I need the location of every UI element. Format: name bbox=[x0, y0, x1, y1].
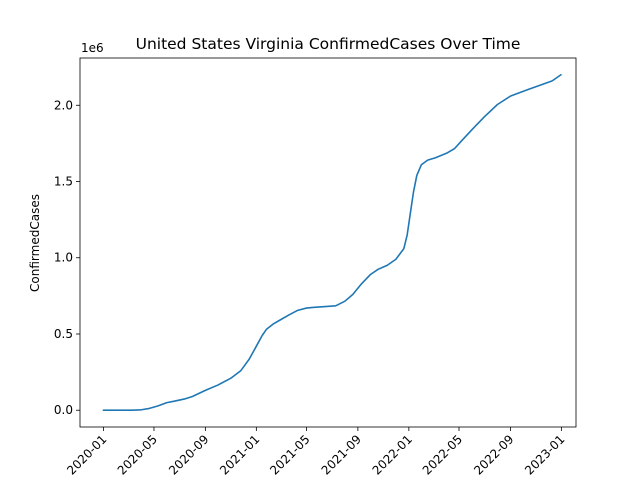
y-tick-label: 2.0 bbox=[54, 98, 73, 112]
y-axis-label: ConfirmedCases bbox=[28, 194, 42, 292]
x-tick-label: 2023-01 bbox=[522, 432, 567, 477]
y-tick-label: 0.0 bbox=[54, 403, 73, 417]
x-tick-label: 2022-05 bbox=[420, 432, 465, 477]
x-tick-label: 2021-01 bbox=[217, 432, 262, 477]
x-tick-label: 2020-05 bbox=[115, 432, 160, 477]
ticks-layer: 2020-01 2020-05 2020-09 2021-01 2021-05 2021-… bbox=[54, 98, 568, 477]
x-tick-label: 2021-09 bbox=[319, 432, 364, 477]
y-tick-label: 0.5 bbox=[54, 327, 73, 341]
y-tick-label: 1.0 bbox=[54, 251, 73, 265]
x-tick-label: 2020-09 bbox=[166, 432, 211, 477]
y-offset-label: 1e6 bbox=[81, 41, 104, 55]
x-tick-label: 2022-01 bbox=[370, 432, 415, 477]
series-line bbox=[102, 73, 562, 412]
x-tick-label: 2022-09 bbox=[471, 432, 516, 477]
x-tick-label: 2021-05 bbox=[267, 432, 312, 477]
chart-title: United States Virginia ConfirmedCases Ov… bbox=[136, 35, 521, 53]
y-tick-label: 1.5 bbox=[54, 175, 73, 189]
plot-frame bbox=[79, 57, 577, 428]
x-tick-label: 2020-01 bbox=[64, 432, 109, 477]
